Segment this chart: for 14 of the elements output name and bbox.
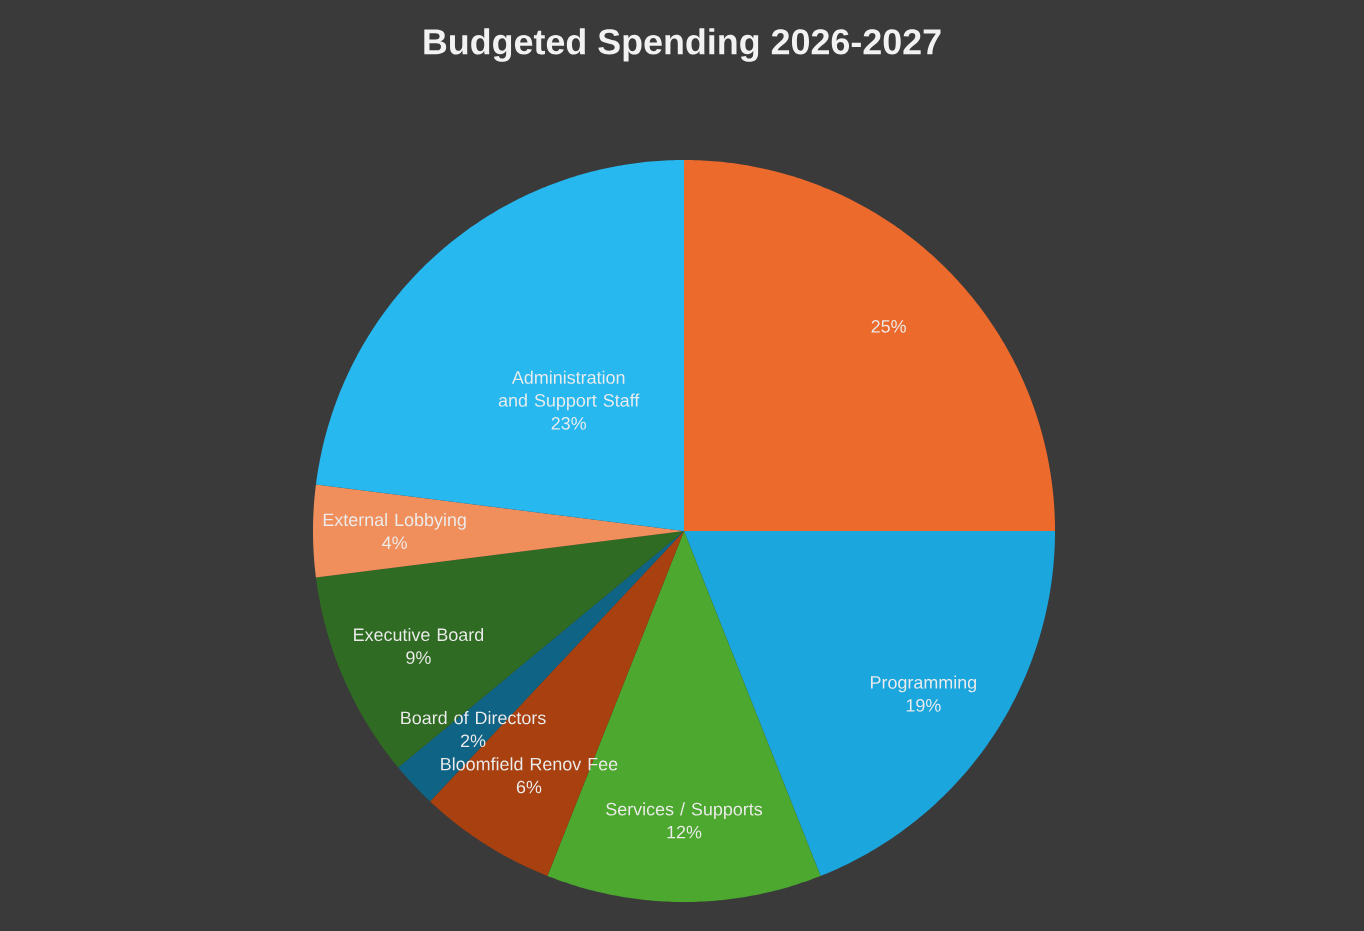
- data-label: 6%: [516, 780, 542, 794]
- slice-label: Programming: [871, 675, 976, 693]
- data-label: 23%: [551, 416, 587, 430]
- data-label: 12%: [667, 825, 702, 839]
- slice-label: Executive Board: [354, 627, 484, 642]
- data-label: 19%: [906, 698, 941, 712]
- data-label: 2%: [461, 734, 486, 748]
- data-label: 4%: [382, 536, 407, 550]
- chart-title: Budgeted Spending 2026-2027: [424, 28, 941, 62]
- data-label: 9%: [406, 651, 431, 664]
- slice-label: Administration and Support Staff: [498, 370, 640, 411]
- data-label: 25%: [871, 320, 906, 333]
- slice-label: Services / Supports: [606, 802, 763, 820]
- slice-label: External Lobbying: [323, 512, 466, 530]
